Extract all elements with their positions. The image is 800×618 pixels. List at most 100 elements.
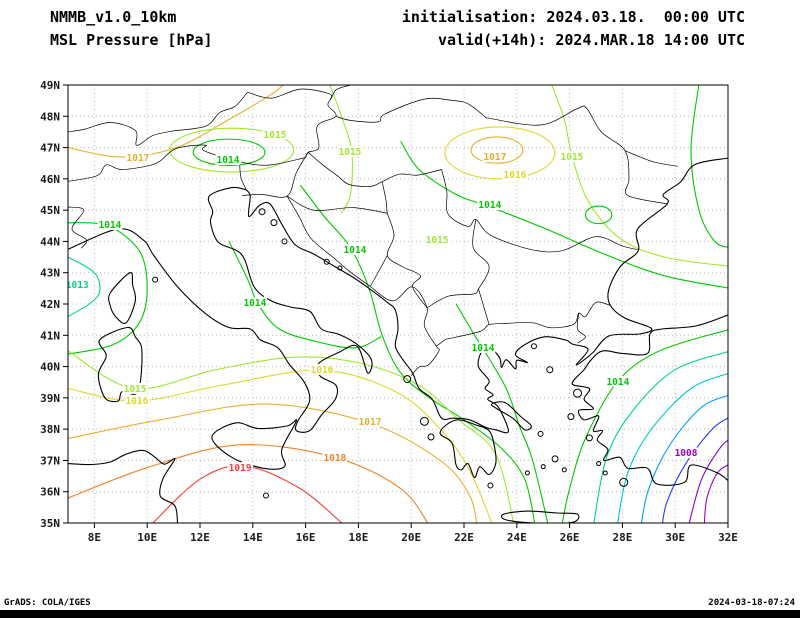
border-line [286, 195, 371, 287]
country-borders [68, 85, 678, 377]
contour-1008 [703, 464, 728, 523]
init-time-label: initialisation: 2024.03.18. 00:00 UTC [401, 8, 745, 26]
border-line [68, 144, 306, 182]
border-line [436, 339, 446, 347]
contour-label-1014: 1014 [99, 220, 122, 231]
small-island [419, 416, 429, 426]
small-island [281, 238, 288, 245]
contour-label-1016: 1016 [311, 365, 334, 376]
contour-label-1017: 1017 [127, 153, 150, 164]
small-island [567, 413, 575, 421]
lat-axis-label: 36N [40, 486, 60, 499]
small-island [337, 265, 343, 271]
contour-label-1015: 1015 [124, 384, 147, 395]
lat-axis-label: 49N [40, 79, 60, 92]
small-island [602, 470, 608, 476]
lat-axis-label: 37N [40, 454, 60, 467]
lat-axis-label: 39N [40, 392, 60, 405]
lat-axis-label: 40N [40, 361, 60, 374]
axis-labels: 35N 36N 37N 38N 39N 40N 41N 42N 43N 44N 45N 46N 47N 4… [40, 79, 738, 544]
contour-1019 [152, 465, 343, 523]
contour-label-1014: 1014 [243, 298, 266, 309]
contour-cell-1017 [470, 136, 524, 164]
contour-label-1019: 1019 [229, 463, 252, 474]
lon-axis-label: 18E [348, 531, 368, 544]
render-timestamp: 2024-03-18-07:24 [708, 598, 795, 608]
border-line [486, 105, 668, 205]
lon-axis-label: 16E [296, 531, 316, 544]
small-island [487, 482, 494, 489]
border-line [441, 169, 638, 253]
small-island [530, 343, 537, 350]
small-island [152, 276, 159, 283]
contour-1014 [690, 85, 728, 248]
contour-label-1014: 1014 [344, 245, 367, 256]
border-line [68, 206, 88, 249]
contour-1009 [688, 439, 728, 523]
island-coastline [107, 272, 137, 324]
contour-label-1008: 1008 [675, 448, 698, 459]
border-line [68, 91, 248, 146]
contour-1016 [68, 369, 493, 523]
small-island [573, 388, 583, 398]
contour-cell-1015 [169, 127, 295, 173]
border-line [370, 286, 440, 377]
small-island [546, 366, 554, 374]
contour-label-1015: 1015 [561, 152, 584, 163]
island-coastline [97, 326, 143, 403]
lat-axis-label: 45N [40, 204, 60, 217]
lon-axis-label: 14E [243, 531, 263, 544]
border-line [307, 152, 442, 187]
lon-axis-label: 28E [612, 531, 632, 544]
coastline [68, 186, 373, 433]
small-island [427, 433, 435, 441]
border-line [624, 150, 678, 167]
lon-axis-label: 20E [401, 531, 421, 544]
small-island [585, 434, 593, 442]
contour-1012 [617, 373, 728, 523]
coastlines [68, 157, 728, 523]
contour-1017 [68, 85, 284, 158]
lat-axis-label: 42N [40, 298, 60, 311]
contour-1017 [68, 403, 478, 523]
valid-time-label: valid(+14h): 2024.MAR.18 14:00 UTC [437, 31, 745, 49]
small-island [524, 470, 530, 476]
island-coastline [490, 401, 532, 431]
lat-axis-label: 46N [40, 173, 60, 186]
island-coastline [500, 510, 580, 523]
island-coastline [439, 419, 497, 479]
small-island [551, 455, 559, 463]
contour-1014 [299, 184, 536, 523]
contour-cell-1014 [584, 205, 613, 225]
contour-label-1015: 1015 [264, 130, 287, 141]
contour-cell-1016 [444, 126, 556, 180]
border-line [576, 313, 586, 344]
lon-axis-label: 24E [507, 531, 527, 544]
lon-axis-label: 8E [88, 531, 101, 544]
small-island [323, 258, 330, 265]
contour-label-1014: 1014 [217, 155, 240, 166]
border-line [381, 181, 428, 308]
border-line [286, 195, 388, 214]
border-line [239, 161, 247, 190]
contour-1013 [593, 351, 728, 523]
contour-cell-1014 [192, 138, 266, 166]
coastline [245, 157, 728, 434]
contour-1014 [455, 303, 549, 523]
contour-label-1014: 1014 [478, 200, 501, 211]
bottom-bar [0, 610, 800, 618]
border-line [445, 301, 611, 340]
lat-axis-label: 41N [40, 329, 60, 342]
island-coastline [211, 419, 298, 470]
contour-1014 [68, 222, 148, 355]
lat-axis-label: 35N [40, 517, 60, 530]
contour-1011 [640, 395, 728, 523]
contour-1015 [329, 85, 353, 214]
contour-label-1015: 1015 [426, 235, 449, 246]
border-line [242, 152, 309, 198]
isobar-contours [68, 85, 728, 523]
contour-1014 [561, 329, 728, 523]
coastline [68, 449, 179, 523]
small-island [540, 464, 546, 470]
